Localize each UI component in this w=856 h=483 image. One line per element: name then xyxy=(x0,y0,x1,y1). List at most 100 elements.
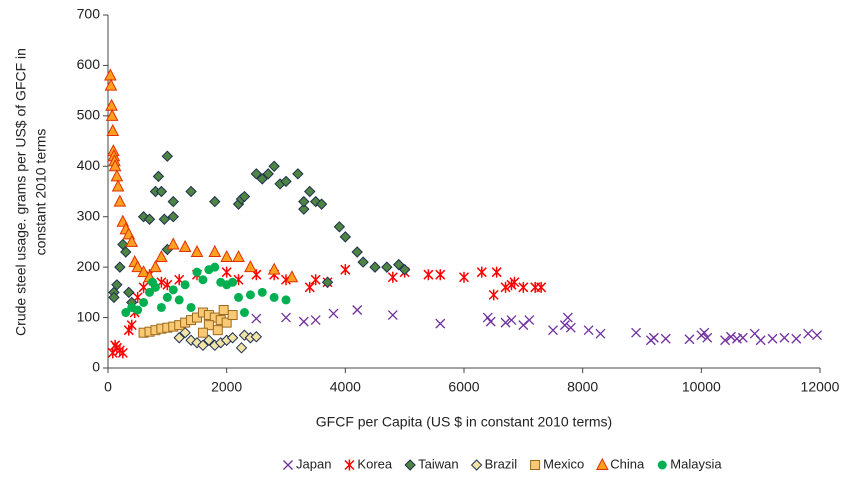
point xyxy=(755,335,766,346)
point xyxy=(221,317,232,328)
point xyxy=(310,315,321,326)
x-tick-label: 10000 xyxy=(682,379,721,395)
legend-label: Taiwan xyxy=(418,456,458,471)
point xyxy=(536,281,547,293)
legend-marker xyxy=(530,460,541,470)
point xyxy=(105,108,119,121)
point xyxy=(167,211,179,223)
legend-label: China xyxy=(610,456,645,471)
point xyxy=(298,203,310,215)
point xyxy=(321,276,334,288)
point xyxy=(559,320,570,331)
point xyxy=(244,260,257,273)
point xyxy=(267,262,281,275)
point xyxy=(155,185,168,198)
point xyxy=(210,262,220,272)
point xyxy=(369,261,381,273)
point xyxy=(158,213,171,225)
point xyxy=(180,280,190,290)
point xyxy=(562,312,573,323)
point xyxy=(114,261,126,273)
point xyxy=(104,78,118,91)
point xyxy=(125,234,139,247)
legend-label: Mexico xyxy=(543,456,584,471)
point xyxy=(699,327,710,338)
y-tick-label: 0 xyxy=(92,359,100,375)
point xyxy=(156,302,166,312)
point xyxy=(218,305,229,316)
point xyxy=(298,316,309,327)
point xyxy=(227,310,238,321)
point xyxy=(150,282,160,292)
series xyxy=(108,150,411,309)
point xyxy=(126,319,137,331)
point xyxy=(197,327,208,338)
point xyxy=(226,332,239,344)
point xyxy=(280,175,292,188)
point xyxy=(185,185,197,198)
point xyxy=(113,194,127,207)
point xyxy=(268,160,280,172)
x-axis-title: GFCF per Capita (US $ in constant 2010 t… xyxy=(316,414,612,430)
point xyxy=(285,270,299,283)
point xyxy=(251,313,262,324)
legend-label: Japan xyxy=(296,456,331,471)
point xyxy=(235,342,248,354)
point xyxy=(298,195,310,208)
y-tick-label: 200 xyxy=(77,258,101,274)
point xyxy=(161,150,174,162)
y-axis-title: constant 2010 terms xyxy=(33,129,49,256)
point xyxy=(108,159,122,172)
y-tick-label: 400 xyxy=(77,157,101,173)
point xyxy=(198,275,208,285)
point xyxy=(393,258,405,271)
point xyxy=(123,286,135,299)
x-tick-label: 2000 xyxy=(211,379,242,395)
legend-marker xyxy=(344,459,355,471)
point xyxy=(262,168,274,180)
series xyxy=(138,305,238,338)
point xyxy=(595,328,606,339)
point xyxy=(203,334,215,346)
point xyxy=(310,274,321,286)
point xyxy=(143,213,156,225)
y-tick-label: 100 xyxy=(77,308,101,324)
y-tick-label: 700 xyxy=(77,6,101,22)
point xyxy=(812,330,822,341)
point xyxy=(387,271,398,283)
point xyxy=(387,310,398,321)
point xyxy=(767,333,778,344)
point xyxy=(239,308,249,318)
point xyxy=(315,198,328,210)
point xyxy=(166,237,180,250)
point xyxy=(340,264,351,276)
point xyxy=(720,335,731,346)
point xyxy=(726,331,736,342)
point xyxy=(518,281,529,293)
point xyxy=(684,334,695,345)
point xyxy=(351,246,363,258)
point xyxy=(500,317,511,328)
point xyxy=(234,292,244,302)
point xyxy=(120,246,132,258)
legend-marker xyxy=(657,460,667,470)
point xyxy=(185,334,197,346)
point xyxy=(221,266,232,278)
point xyxy=(190,244,204,258)
point xyxy=(139,297,149,307)
point xyxy=(435,318,446,329)
point xyxy=(304,185,316,198)
point xyxy=(104,68,117,81)
x-tick-label: 0 xyxy=(104,379,112,395)
x-tick-label: 4000 xyxy=(330,379,361,395)
point xyxy=(111,279,123,291)
legend-marker xyxy=(283,460,293,470)
point xyxy=(524,315,535,326)
point xyxy=(565,322,576,333)
point xyxy=(133,305,143,315)
point xyxy=(269,292,279,302)
point xyxy=(250,168,263,180)
point xyxy=(168,285,178,295)
point xyxy=(737,332,748,343)
point xyxy=(648,332,659,343)
